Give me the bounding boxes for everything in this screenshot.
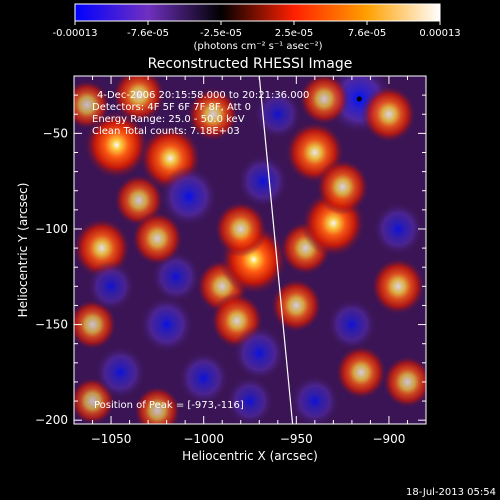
heatmap-blob-7 (94, 345, 147, 400)
x-tick-label-2: −950 (280, 432, 313, 446)
heatmap-blob-0 (83, 109, 150, 180)
colorbar-tick-label-5: 0.00013 (419, 28, 460, 39)
heatmap-blob-26 (315, 158, 370, 216)
heatmap-blob-9 (177, 350, 230, 406)
annotation-time: 4-Dec-2006 20:15:58.000 to 20:21:36.000 (97, 90, 309, 101)
heatmap-blob-33 (335, 345, 388, 400)
x-axis-label: Heliocentric X (arcsec) (182, 449, 318, 463)
y-tick-label-1: −100 (35, 222, 68, 236)
heatmap-blob-20 (232, 325, 287, 382)
heatmap-blob-5 (74, 298, 117, 351)
annotation-energy: Energy Range: 25.0 - 50.0 keV (92, 114, 245, 125)
heatmap-blob-31 (370, 257, 426, 316)
heatmap-blob-21 (225, 375, 275, 424)
heatmap-blob-34 (382, 355, 426, 409)
footer-timestamp: 18-Jul-2013 05:54 (406, 487, 496, 498)
axes: −1050 −1000 −950 −900 −50 −100 −150 −200 (35, 75, 427, 446)
y-tick-label-3: −200 (35, 413, 68, 427)
colorbar-tick-label-3: 2.5e-05 (275, 28, 313, 39)
y-axis-label: Heliocentric Y (arcsec) (16, 183, 30, 318)
colorbar-unit-label: (photons cm⁻² s⁻¹ asec⁻²) (193, 41, 322, 52)
heatmap-blob-2 (74, 79, 111, 130)
overlay (258, 76, 362, 424)
heatmap-blob-11 (131, 211, 184, 266)
y-tick-label-0: −50 (43, 126, 68, 140)
heatmap-blob-36 (133, 385, 181, 424)
heatmap-blob-13 (159, 165, 219, 228)
heatmap-blob-14 (186, 86, 239, 142)
x-tick-label-0: −1050 (91, 432, 132, 446)
colorbar (74, 3, 441, 22)
peak-position-label: Position of Peak = [-973,-116] (94, 400, 244, 411)
heatmap-blob-35 (289, 374, 341, 424)
annotation-counts: Clean Total counts: 7.18E+03 (92, 126, 240, 137)
heatmap-blob-22 (270, 278, 323, 333)
heatmap (74, 76, 426, 424)
heatmap-blob-30 (372, 201, 425, 257)
heatmap-blob-29 (361, 85, 417, 144)
heatmap-blob-17 (213, 200, 268, 258)
chart-title: Reconstructed RHESSI Image (148, 56, 353, 72)
x-tick-label-3: −900 (372, 432, 405, 446)
annotation-detectors: Detectors: 4F 5F 6F 7F 8F, Att 0 (92, 102, 251, 113)
x-tick-label-1: −1000 (183, 432, 224, 446)
heatmap-blob-37 (86, 260, 136, 312)
y-tick-label-2: −150 (35, 318, 68, 332)
colorbar-tick-label-1: -7.6e-05 (127, 28, 169, 39)
heatmap-blob-32 (326, 298, 378, 352)
colorbar-ticks (74, 21, 441, 25)
heatmap-blob-28 (298, 76, 350, 126)
minimum-marker (356, 96, 362, 102)
solar-limb-line (258, 76, 294, 424)
heatmap-blob-8 (139, 295, 195, 354)
colorbar-tick-label-0: -0.00013 (53, 28, 98, 39)
heatmap-blob-38 (253, 88, 303, 140)
colorbar-tick-label-4: 7.6e-05 (348, 28, 386, 39)
heatmap-blob-18 (236, 153, 289, 209)
colorbar-tick-label-2: -2.5e-05 (200, 28, 242, 39)
heatmap-blob-1 (112, 76, 166, 124)
plot-frame (73, 75, 427, 425)
